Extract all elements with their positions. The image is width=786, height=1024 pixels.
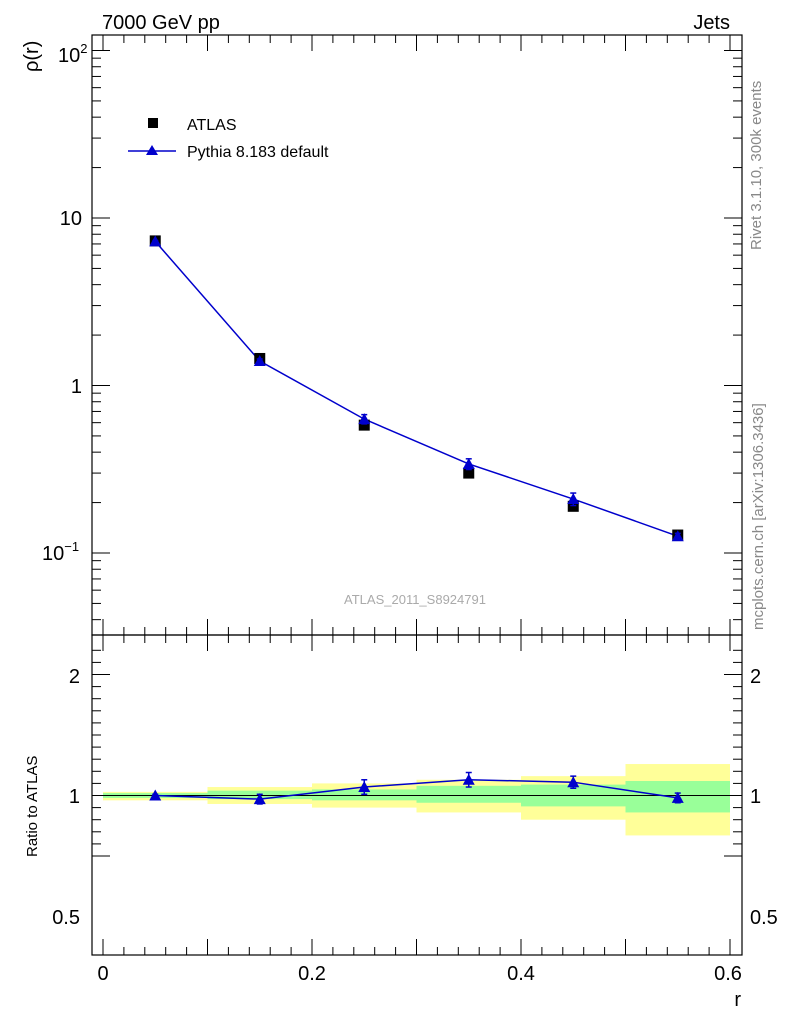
rivet-label: Rivet 3.1.10, 300k events <box>748 81 765 250</box>
legend-label-atlas: ATLAS <box>187 117 237 134</box>
atlas-point <box>463 467 475 479</box>
x-tick-label-0.4: 0.4 <box>507 963 535 985</box>
ratio-y-tick-label-2-right: 2 <box>750 666 761 688</box>
ratio-pythia-point <box>149 789 162 801</box>
pythia-point <box>149 235 162 247</box>
ratio-y-tick-label-2-left: 2 <box>69 666 80 688</box>
x-tick-label-0: 0 <box>97 963 108 985</box>
ratio-bands-layer <box>92 764 742 836</box>
ratio-axis-ticks <box>92 635 742 955</box>
pythia-point <box>567 493 580 505</box>
pythia-point <box>462 457 475 469</box>
ratio-y-tick-label-0.5-left: 0.5 <box>52 907 80 929</box>
y-tick-label-100: 102 <box>58 41 87 67</box>
x-axis-title: r <box>734 989 741 1011</box>
ratio-pythia-point <box>671 791 684 803</box>
ratio-tick-labels: 2 1 0.5 2 1 0.5 0 0.2 0.4 0.6 <box>52 666 778 985</box>
analysis-label: ATLAS_2011_S8924791 <box>344 592 486 607</box>
ratio-y-tick-label-0.5-right: 0.5 <box>750 907 778 929</box>
ratio-pythia-point <box>567 776 580 788</box>
ratio-series-layer <box>149 771 684 805</box>
pythia-line <box>154 240 679 537</box>
atlas-point <box>358 419 370 431</box>
legend-label-pythia: Pythia 8.183 default <box>187 144 329 161</box>
legend-marker-atlas <box>148 118 158 128</box>
x-tick-label-0.2: 0.2 <box>298 963 326 985</box>
main-axis-ticks <box>92 35 742 635</box>
pythia-point <box>671 530 684 542</box>
pythia-point <box>358 413 371 425</box>
ratio-y-tick-label-1-right: 1 <box>750 786 761 808</box>
legend: ATLAS Pythia 8.183 default <box>128 117 329 161</box>
ratio-pythia-point <box>253 793 266 805</box>
main-series-layer <box>149 235 684 542</box>
y-axis-title: ρ(r) <box>21 41 43 72</box>
atlas-point <box>567 500 579 512</box>
ratio-pythia-line <box>155 779 678 800</box>
ratio-pythia-point <box>462 773 475 785</box>
y-tick-label-0.1: 10−1 <box>42 539 79 565</box>
ratio-y-tick-label-1-left: 1 <box>69 786 80 808</box>
energy-title: 7000 GeV pp <box>102 12 220 34</box>
ratio-band-inner <box>416 785 521 803</box>
pythia-point <box>253 355 266 367</box>
main-tick-labels: 102 10 1 10−1 <box>42 41 87 565</box>
legend-marker-pythia <box>146 145 158 155</box>
y-tick-label-10: 10 <box>60 208 82 230</box>
x-tick-label-0.6: 0.6 <box>714 963 742 985</box>
y-tick-label-1: 1 <box>71 376 82 398</box>
process-title: Jets <box>693 12 730 34</box>
ratio-pythia-point <box>358 781 371 793</box>
mcplots-label: mcplots.cern.ch [arXiv:1306.3436] <box>750 403 767 630</box>
ratio-y-axis-title: Ratio to ATLAS <box>24 756 41 857</box>
